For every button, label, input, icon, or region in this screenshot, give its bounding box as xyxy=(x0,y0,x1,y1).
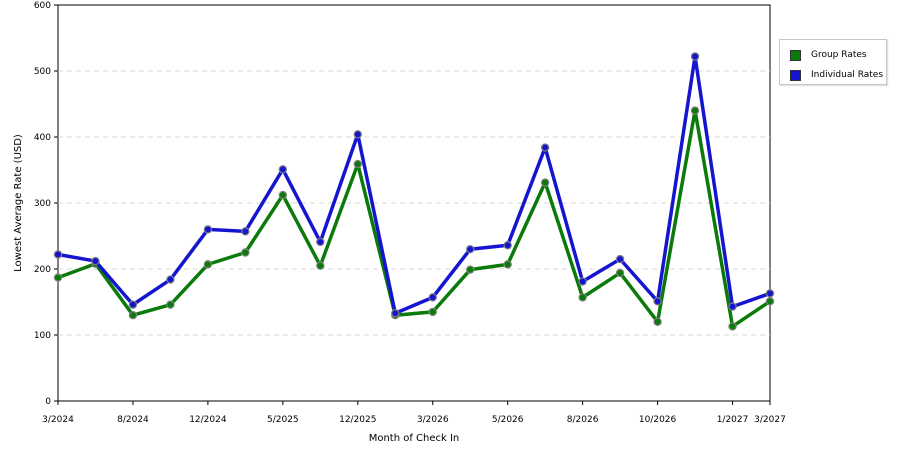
data-point-group-rates xyxy=(128,311,138,320)
x-tick-label: 3/2027 xyxy=(754,415,786,425)
y-tick-label: 300 xyxy=(34,199,51,209)
legend-label-individual-rates: Individual Rates xyxy=(811,70,884,80)
legend-item-group-rates: Group Rates xyxy=(790,48,867,62)
data-point-individual-rates xyxy=(203,225,213,234)
data-point-individual-rates xyxy=(353,130,362,139)
data-point-group-rates xyxy=(615,268,625,278)
data-point-individual-rates xyxy=(615,254,625,264)
y-tick-label: 400 xyxy=(34,133,51,143)
data-point-individual-rates xyxy=(540,143,550,152)
data-point-group-rates xyxy=(466,265,475,274)
y-tick-label: 100 xyxy=(34,331,51,341)
data-point-group-rates xyxy=(53,273,63,282)
data-point-group-rates xyxy=(653,317,662,326)
data-point-group-rates xyxy=(353,159,362,169)
data-point-individual-rates xyxy=(765,289,775,298)
data-point-group-rates xyxy=(278,190,288,200)
x-tick-label: 12/2025 xyxy=(339,415,376,425)
data-point-individual-rates xyxy=(166,275,175,284)
legend-swatch-individual-rates xyxy=(790,69,801,81)
data-point-individual-rates xyxy=(466,244,475,254)
data-point-individual-rates xyxy=(128,300,138,309)
legend-swatch-group-rates xyxy=(790,49,801,61)
x-tick-label: 10/2026 xyxy=(639,415,677,425)
data-point-individual-rates xyxy=(316,237,325,247)
data-point-individual-rates xyxy=(241,227,250,236)
data-point-group-rates xyxy=(428,307,437,317)
chart-legend: Group Rates Individual Rates xyxy=(779,39,887,85)
data-point-group-rates xyxy=(578,293,587,302)
data-point-individual-rates xyxy=(653,297,662,306)
data-point-individual-rates xyxy=(690,52,700,61)
y-tick-label: 200 xyxy=(34,265,51,275)
y-tick-label: 0 xyxy=(45,397,51,407)
y-axis-title: Lowest Average Rate (USD) xyxy=(13,134,24,272)
x-tick-label: 8/2026 xyxy=(567,415,599,425)
legend-item-individual-rates: Individual Rates xyxy=(790,68,883,82)
data-point-individual-rates xyxy=(728,302,737,311)
data-point-individual-rates xyxy=(503,241,512,250)
data-point-group-rates xyxy=(765,297,775,306)
data-point-group-rates xyxy=(503,260,512,269)
series-line-individual-rates xyxy=(57,54,771,315)
x-tick-label: 3/2026 xyxy=(417,415,449,425)
legend-label-group-rates: Group Rates xyxy=(811,50,867,60)
series-line-group-rates xyxy=(57,108,771,329)
x-tick-label: 3/2024 xyxy=(42,415,74,425)
data-point-group-rates xyxy=(166,300,175,309)
x-tick-label: 5/2026 xyxy=(492,415,524,425)
data-point-individual-rates xyxy=(91,256,100,266)
x-tick-label: 1/2027 xyxy=(717,415,749,425)
data-point-group-rates xyxy=(316,261,325,270)
data-point-group-rates xyxy=(728,322,737,331)
y-tick-label: 600 xyxy=(34,1,51,11)
data-point-group-rates xyxy=(540,178,550,187)
data-point-individual-rates xyxy=(391,309,400,318)
data-point-individual-rates xyxy=(578,277,587,286)
data-point-group-rates xyxy=(690,106,700,115)
x-tick-label: 5/2025 xyxy=(267,415,299,425)
data-point-group-rates xyxy=(241,248,250,257)
x-tick-label: 12/2024 xyxy=(189,415,227,425)
x-axis-title: Month of Check In xyxy=(369,433,460,444)
data-point-individual-rates xyxy=(278,165,288,174)
data-point-group-rates xyxy=(203,260,213,269)
y-tick-label: 500 xyxy=(34,67,51,77)
data-point-individual-rates xyxy=(428,293,437,302)
data-point-individual-rates xyxy=(53,250,63,259)
x-tick-label: 8/2024 xyxy=(117,415,149,425)
